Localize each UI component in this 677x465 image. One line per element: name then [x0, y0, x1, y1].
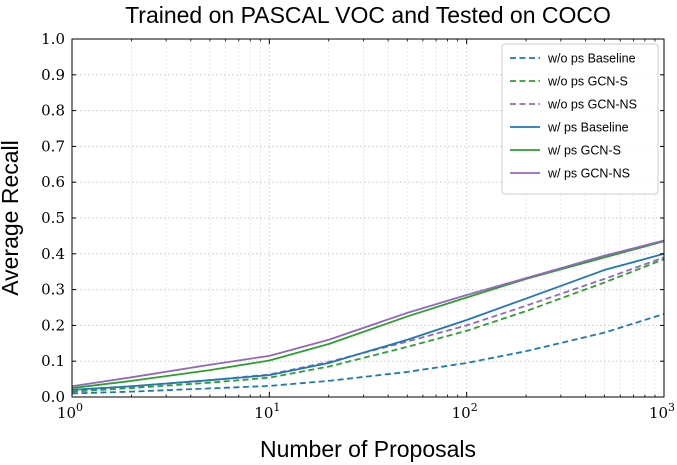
y-tick-label: 0.6	[41, 173, 65, 191]
x-tick-exponent: 0	[76, 401, 83, 414]
x-tick-exponent: 3	[668, 401, 675, 414]
x-tick-base: 10	[452, 404, 471, 422]
y-tick-label: 0.2	[41, 316, 65, 334]
x-tick-exponent: 1	[273, 401, 280, 414]
series-line-3	[71, 252, 665, 391]
y-tick-label: 0.3	[41, 281, 65, 299]
chart-title: Trained on PASCAL VOC and Tested on COCO	[125, 2, 611, 28]
series-line-2	[71, 256, 665, 391]
x-tick-base: 10	[57, 404, 76, 422]
y-tick-label: 1.0	[41, 30, 65, 48]
series-line-5	[71, 239, 665, 388]
x-tick-label: 102	[452, 401, 478, 422]
x-tick-label: 103	[649, 401, 675, 422]
x-tick-base: 10	[254, 404, 273, 422]
legend-label-5: w/ ps GCN-NS	[547, 167, 630, 181]
series-line-0	[71, 313, 665, 395]
y-tick-label: 0.1	[41, 352, 65, 370]
series-lines	[71, 239, 665, 395]
legend-label-3: w/ ps Baseline	[547, 121, 629, 135]
x-tick-label: 100	[57, 401, 83, 422]
y-tick-label: 0.0	[41, 388, 65, 406]
series-line-1	[71, 258, 665, 393]
legend-label-1: w/o ps GCN-S	[547, 75, 628, 89]
y-tick-label: 0.8	[41, 102, 65, 120]
legend-label-4: w/ ps GCN-S	[547, 144, 621, 158]
y-axis-label: Average Recall	[0, 140, 23, 296]
x-tick-exponent: 2	[471, 401, 478, 414]
series-line-4	[71, 240, 665, 389]
y-tick-label: 0.7	[41, 137, 65, 155]
legend-label-2: w/o ps GCN-NS	[547, 98, 637, 112]
x-axis-label: Number of Proposals	[260, 436, 476, 462]
x-tick-base: 10	[649, 404, 668, 422]
y-tick-label: 0.5	[41, 209, 65, 227]
legend-label-0: w/o ps Baseline	[547, 52, 636, 66]
y-tick-label: 0.4	[41, 245, 65, 263]
legend: w/o ps Baseline w/o ps GCN-S w/o ps GCN-NS…	[501, 43, 659, 195]
x-tick-label: 101	[254, 401, 280, 422]
legend-box	[501, 43, 659, 195]
y-tick-label: 0.9	[41, 66, 65, 84]
